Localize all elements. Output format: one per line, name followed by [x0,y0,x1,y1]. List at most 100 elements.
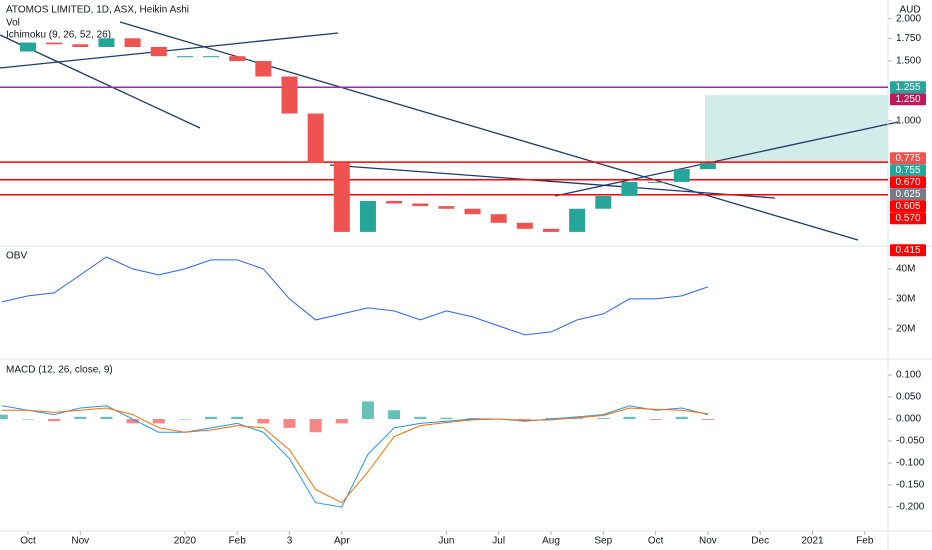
candle [333,163,350,232]
histogram-bar [100,416,113,420]
histogram-bar [0,414,8,420]
price-badge [890,164,926,177]
histogram-bar [22,419,34,420]
histogram-bar [571,418,584,420]
x-tick-label: Aug [542,536,560,547]
histogram-bar [597,418,610,420]
y-tick-label: -0.050 [896,436,925,447]
price-badge [890,200,926,213]
candle [621,181,638,196]
histogram-bar [205,416,218,420]
series-line [1,407,708,504]
y-tick-label: 2.000 [896,13,921,24]
x-tick-label: Nov [699,536,717,547]
histogram-bar [675,416,688,420]
histogram-bar [518,419,531,420]
histogram-bar [701,419,714,420]
candle [673,169,690,182]
y-tick-label: -0.150 [896,480,925,491]
candle [98,38,115,47]
histogram-bar [178,419,191,420]
x-tick-label: Jun [438,536,454,547]
price-badge-label: 0.570 [895,213,920,224]
y-tick-label: 20M [896,324,915,335]
price-badge-label: 0.605 [895,201,920,212]
histogram-bar [414,416,427,420]
histogram-bar [283,419,296,428]
trend-line [0,32,339,69]
candle [595,195,612,209]
price-badge [890,81,926,94]
x-tick-label: Sep [594,536,612,547]
candle [490,214,507,223]
x-tick-label: Oct [20,536,36,547]
y-tick-label: 40M [896,264,915,275]
histogram-bar [623,416,636,420]
candle [699,163,716,170]
x-tick-label: Apr [334,536,350,547]
candle [647,181,664,183]
price-badge-label: 0.670 [895,177,920,188]
histogram-bar [309,419,322,433]
candle [229,56,246,62]
target-zone [705,95,888,163]
candle [359,200,376,232]
histogram-bar [231,416,244,420]
price-badge-label: 1.250 [895,94,920,105]
candle [569,208,586,232]
candle [124,38,141,47]
y-tick-label: 0.050 [896,392,921,403]
candle [412,203,429,207]
x-tick-label: Feb [229,536,247,547]
candle [464,208,481,215]
y-tick-label: 1.750 [896,33,921,44]
y-tick-label: 0.000 [896,414,921,425]
candle [72,44,89,47]
histogram-bar [388,410,401,420]
histogram-bar [335,419,348,424]
y-tick-label: -0.100 [896,458,925,469]
price-badge-label: 0.755 [895,165,920,176]
y-tick-label: 0.100 [896,370,921,381]
x-tick-label: Oct [648,536,664,547]
candle [203,56,220,58]
histogram-bar [48,419,61,422]
trend-line [329,164,776,199]
indicator-label: OBV [6,251,27,262]
x-tick-label: 3 [287,536,293,547]
candle [150,46,167,57]
y-tick-label: 1.500 [896,56,921,67]
indicator-label: Ichimoku (9, 26, 52, 26) [6,30,111,41]
candle [307,113,324,164]
histogram-bar [74,416,87,420]
candle [543,228,559,232]
price-badge [890,176,926,189]
candle [255,61,272,77]
histogram-bar [257,419,270,424]
price-badge [890,212,926,225]
price-badge-label: 1.255 [895,82,920,93]
price-badge [890,152,926,165]
price-badge-label: 0.415 [895,245,920,256]
x-tick-label: Nov [71,536,89,547]
trend-line [554,121,899,197]
price-badge [890,244,926,257]
candle [46,42,63,45]
histogram-bar [649,419,662,420]
x-tick-label: Dec [751,536,769,547]
price-badge-label: 0.625 [895,189,920,200]
price-badge [890,188,926,201]
candle [176,56,193,58]
price-badge [890,93,926,106]
x-tick-label: Jul [492,536,505,547]
y-tick-label: -0.200 [896,502,925,513]
y-tick-label: 1.000 [896,115,921,126]
candle [438,206,455,209]
histogram-bar [440,417,453,420]
histogram-bar [152,419,165,424]
price-badge-label: 0.775 [895,153,920,164]
series-line [1,405,709,508]
histogram-bar [361,401,374,420]
currency: AUD [899,5,920,16]
